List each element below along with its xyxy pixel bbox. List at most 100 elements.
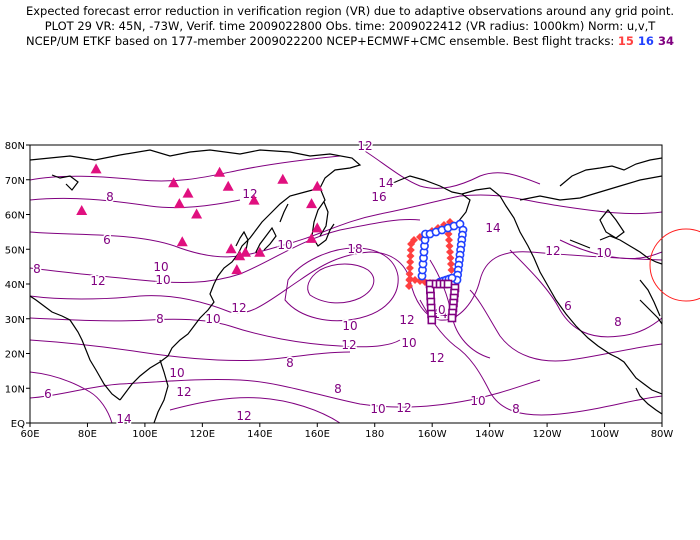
contour-label: 12 [545, 244, 560, 258]
contour-label: 14 [116, 412, 131, 426]
track-15-marker [446, 254, 455, 262]
y-tick-label: 50N [5, 245, 25, 256]
track-15-marker [405, 282, 413, 290]
triangle-marker [254, 246, 266, 257]
track-legend-15: 15 [617, 34, 634, 48]
track-15-marker [406, 252, 415, 260]
triangle-marker [173, 198, 185, 209]
triangle-marker [239, 246, 251, 257]
track-15-marker [447, 260, 455, 268]
triangle-marker [234, 250, 246, 261]
y-tick-label: 10N [5, 384, 25, 395]
triangle-marker [248, 194, 260, 205]
track-legend: 15 16 34 [618, 34, 674, 48]
y-tick-label: EQ [11, 419, 25, 430]
x-tick-label: 120W [533, 429, 562, 440]
triangle-marker [311, 222, 323, 233]
contour-label: 16 [371, 190, 386, 204]
triangle-marker [311, 180, 323, 191]
y-tick-label: 30N [5, 315, 25, 326]
contour-label: 12 [90, 274, 105, 288]
x-tick-label: 100E [132, 429, 157, 440]
header: Expected forecast error reduction in ver… [0, 4, 700, 49]
contour-label: 10 [401, 336, 416, 350]
flight-tracks [405, 218, 468, 325]
x-tick-label: 140E [247, 429, 272, 440]
y-tick-label: 60N [5, 211, 25, 222]
contour-label: 12 [399, 313, 414, 327]
triangle-marker [76, 205, 88, 216]
y-tick-label: 20N [5, 350, 25, 361]
track-15-marker [446, 248, 454, 256]
contour-label: 6 [564, 299, 572, 313]
contour-label: 10 [370, 402, 385, 416]
track-34-marker [443, 279, 453, 289]
title-line-1: Expected forecast error reduction in ver… [25, 4, 675, 18]
contour-label: 8 [512, 402, 520, 416]
track-legend-34: 34 [653, 34, 674, 48]
y-tick-label: 70N [5, 176, 25, 187]
x-tick-label: 140W [475, 429, 504, 440]
title-line-2: PLOT 29 VR: 45N, -73W, Verif. time 20090… [44, 19, 656, 33]
y-tick-label: 80N [5, 141, 25, 152]
contour-label: 6 [103, 233, 111, 247]
contour-label: 6 [44, 387, 52, 401]
contour-label: 8 [33, 262, 41, 276]
x-tick-label: 160W [418, 429, 447, 440]
x-tick-label: 60E [20, 429, 39, 440]
triangle-marker [231, 264, 243, 275]
x-tick-label: 120E [190, 429, 215, 440]
triangle-marker [176, 236, 188, 247]
contour-label: 12 [236, 409, 251, 423]
contour-label: 12 [341, 338, 356, 352]
track-legend-16: 16 [633, 34, 654, 48]
contour-label: 12 [357, 139, 372, 153]
contour-label: 12 [176, 385, 191, 399]
contour-label: 14 [378, 176, 393, 190]
track-15-marker [406, 258, 415, 266]
plot-frame [29, 144, 663, 424]
coastlines [30, 149, 662, 423]
triangle-marker [214, 166, 226, 177]
contour-label: 8 [334, 382, 342, 396]
track-15-marker [406, 246, 415, 254]
contour-label: 12 [231, 301, 246, 315]
track-15-marker [447, 266, 456, 274]
contour-label: 10 [470, 394, 485, 408]
track-15-marker [445, 242, 454, 250]
contour-label: 10 [155, 273, 170, 287]
triangle-marker [90, 163, 102, 174]
contour-label: 8 [156, 312, 164, 326]
track-15-marker [406, 275, 414, 283]
title-line-3-text: NCEP/UM ETKF based on 177-member 2009022… [26, 34, 615, 48]
contour-label: 8 [614, 315, 622, 329]
track-15-marker [445, 236, 453, 244]
triangle-marker [306, 198, 318, 209]
contour-label: 10 [596, 246, 611, 260]
track-34-marker [427, 315, 437, 325]
triangle-marker [191, 208, 203, 219]
title-line-3: NCEP/UM ETKF based on 177-member 2009022… [0, 34, 700, 49]
track-34-marker [447, 313, 457, 323]
contour-label: 14 [485, 221, 500, 235]
track-15-marker [405, 270, 414, 278]
axes: 60E 80E 100E 120E 140E 160E 180 160W 140W 120W 100… [5, 141, 674, 440]
triangle-marker [225, 243, 237, 254]
track-15-marker [405, 264, 414, 272]
y-tick-label: 40N [5, 280, 25, 291]
x-tick-label: 100W [590, 429, 619, 440]
x-tick-label: 180 [365, 429, 384, 440]
contour-label: 10 [153, 260, 168, 274]
contour-label: 10 [277, 238, 292, 252]
contour-label: 10 [205, 312, 220, 326]
track-15-marker [410, 236, 418, 244]
contour-lines [30, 147, 662, 423]
x-tick-label: 160E [305, 429, 330, 440]
x-tick-label: 80E [78, 429, 97, 440]
triangle-marker [222, 180, 234, 191]
contour-label: 8 [106, 190, 114, 204]
contour-label: 10 [169, 366, 184, 380]
triangle-marker [277, 173, 289, 184]
triangle-marker [182, 187, 194, 198]
